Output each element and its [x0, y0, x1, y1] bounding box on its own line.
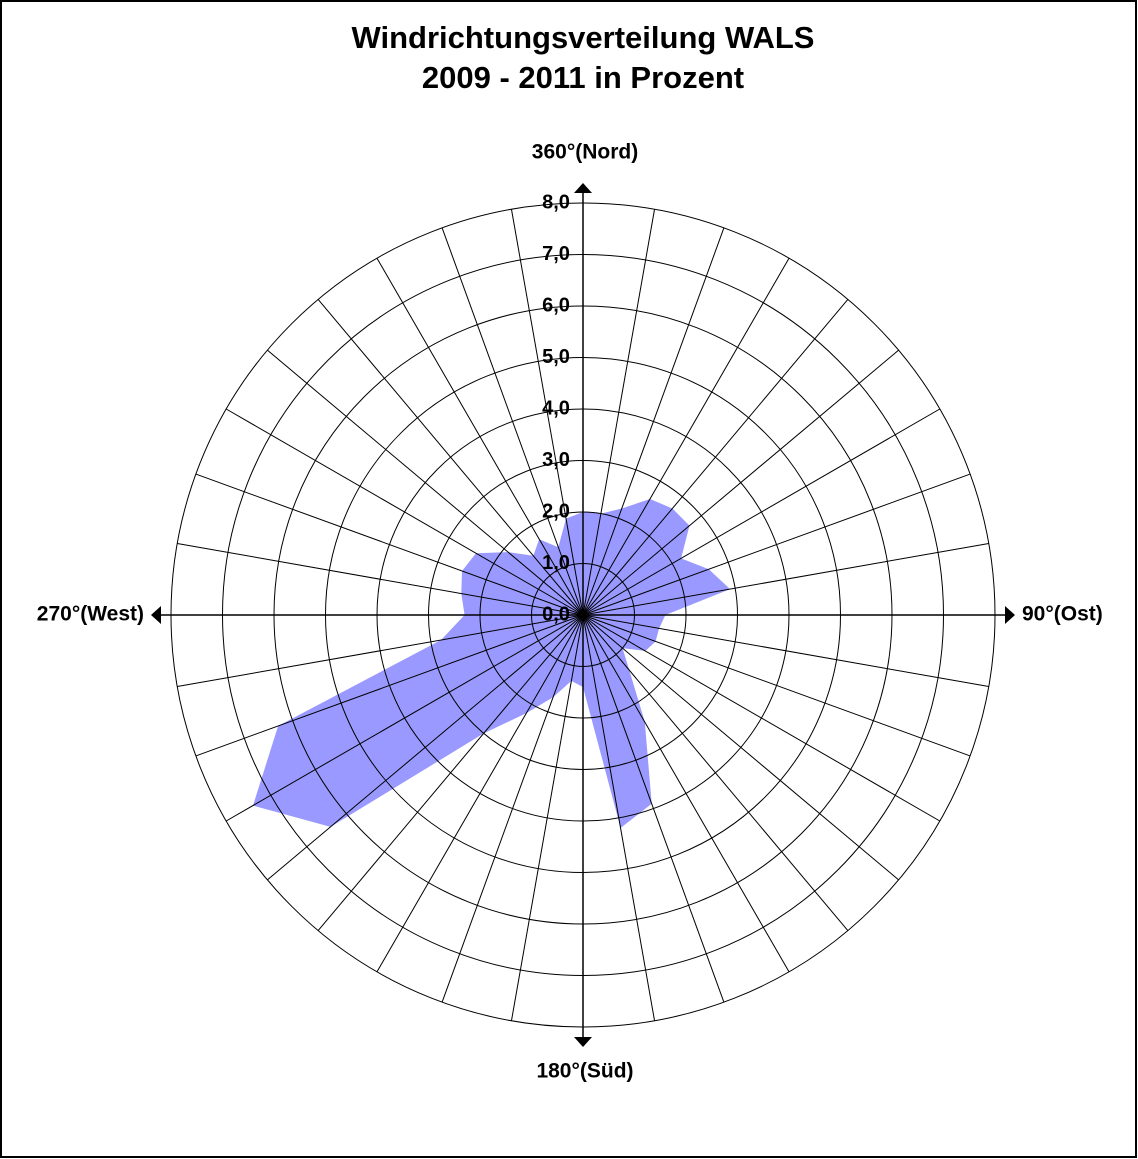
- grid-spoke: [582, 473, 971, 616]
- grid-spoke: [195, 614, 584, 757]
- grid-spoke: [267, 349, 584, 616]
- grid-spoke: [317, 299, 584, 616]
- chart-title: Windrichtungsverteilung WALS: [351, 20, 814, 55]
- grid-spoke: [582, 349, 899, 616]
- y-tick-label: 1,0: [542, 552, 570, 574]
- chart-subtitle: 2009 - 2011 in Prozent: [422, 60, 744, 95]
- grid-spoke: [510, 209, 584, 616]
- grid-spoke: [376, 257, 584, 616]
- y-tick-label: 8,0: [542, 191, 570, 213]
- direction-label: 270°(West): [37, 603, 144, 626]
- direction-label: 360°(Nord): [532, 141, 638, 164]
- direction-label: 90°(Ost): [1022, 603, 1103, 626]
- grid-spoke: [582, 227, 725, 616]
- grid-spoke: [582, 614, 971, 757]
- direction-arrow: [574, 1037, 592, 1047]
- grid-spoke: [582, 542, 989, 616]
- grid-spoke: [582, 614, 989, 688]
- grid-spoke: [582, 299, 849, 616]
- y-tick-label: 7,0: [542, 243, 570, 265]
- grid-spoke: [441, 227, 584, 616]
- grid-spoke: [582, 614, 790, 973]
- grid-spoke: [582, 614, 656, 1021]
- y-tick-label: 3,0: [542, 449, 570, 471]
- y-tick-label: 2,0: [542, 500, 570, 522]
- grid-spoke: [582, 614, 941, 822]
- grid-spoke: [177, 542, 584, 616]
- direction-arrow: [1005, 606, 1015, 624]
- grid-spoke: [582, 614, 899, 881]
- grid-spoke: [177, 614, 584, 688]
- grid-spoke: [376, 614, 584, 973]
- grid-spoke: [317, 614, 584, 931]
- y-tick-label: 6,0: [542, 294, 570, 316]
- grid-spoke: [582, 614, 849, 931]
- grid-spoke: [582, 614, 725, 1003]
- y-tick-label: 5,0: [542, 346, 570, 368]
- y-tick-label: 4,0: [542, 397, 570, 419]
- grid-spoke: [195, 473, 584, 616]
- direction-arrow: [574, 183, 592, 193]
- grid-spoke: [441, 614, 584, 1003]
- grid-spoke: [510, 614, 584, 1021]
- grid-spoke: [225, 614, 584, 822]
- grid-spoke: [225, 408, 584, 616]
- direction-label: 180°(Süd): [536, 1060, 633, 1083]
- grid-spoke: [267, 614, 584, 881]
- grid-spoke: [582, 257, 790, 616]
- grid-spoke: [582, 209, 656, 616]
- grid-spoke: [582, 408, 941, 616]
- direction-arrow: [151, 606, 161, 624]
